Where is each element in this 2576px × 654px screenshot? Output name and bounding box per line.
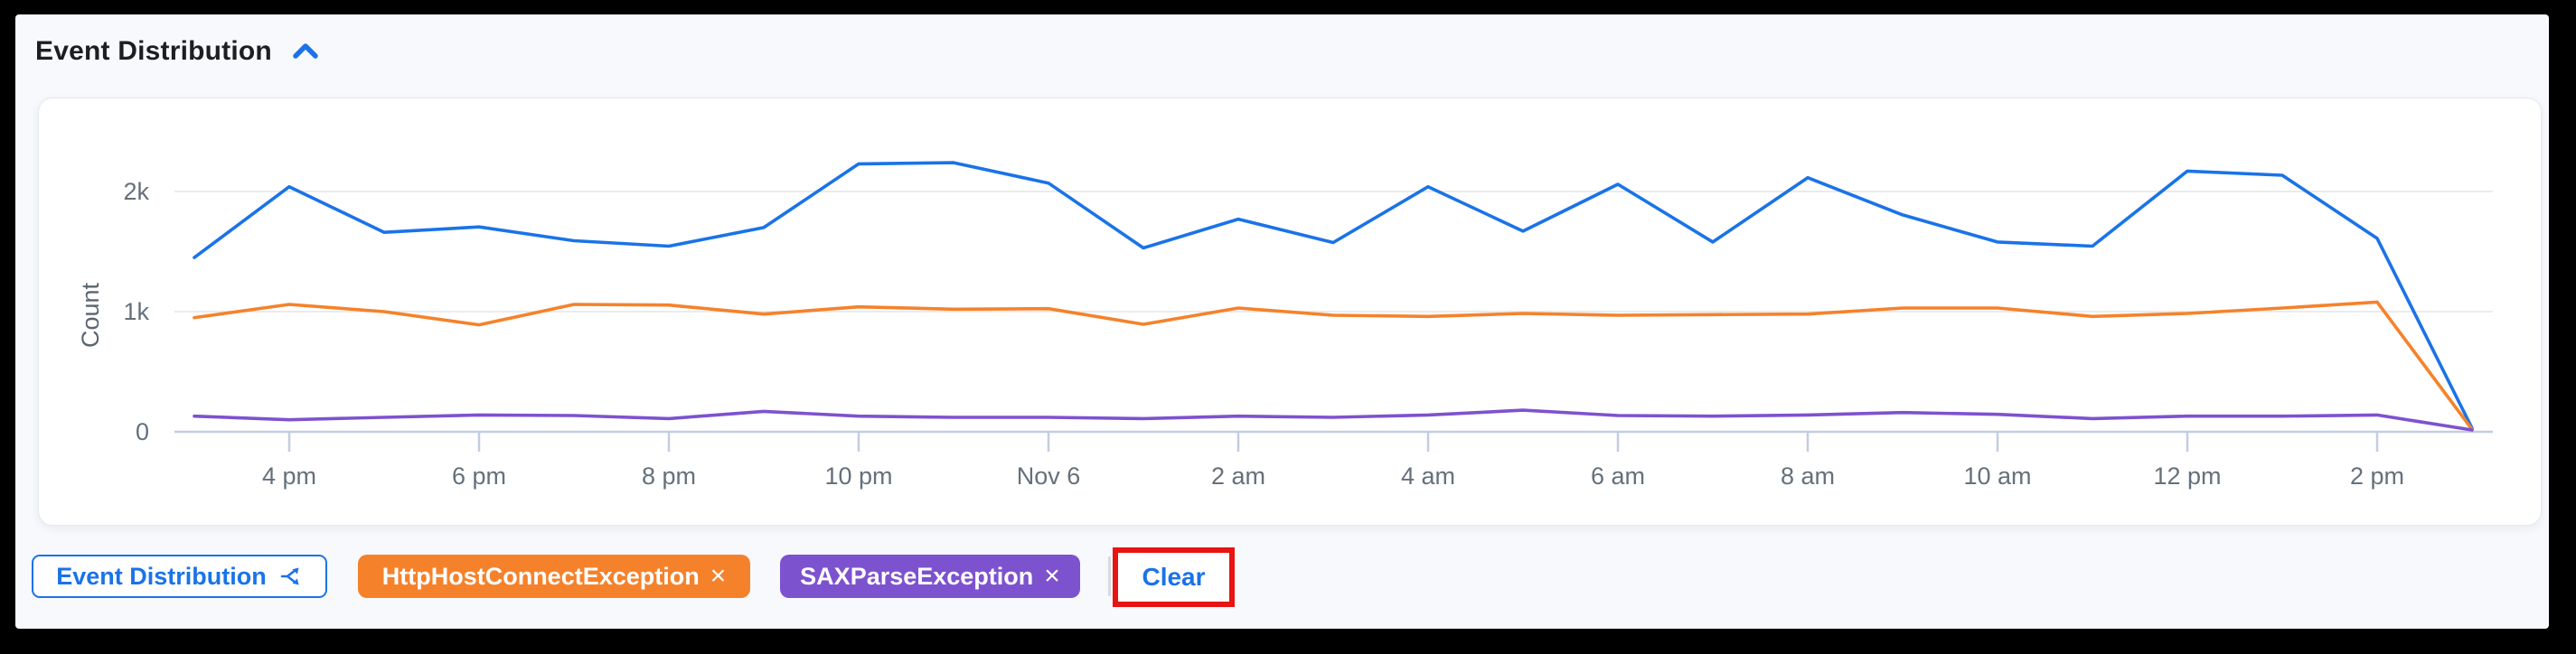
- filter-chip-label: SAXParseException: [800, 562, 1034, 590]
- filter-chip-label: HttpHostConnectException: [381, 562, 700, 590]
- y-tick-label: 2k: [123, 178, 149, 205]
- event-distribution-chip[interactable]: Event Distribution: [32, 555, 327, 598]
- x-tick-label: Nov 6: [1017, 462, 1081, 490]
- series-line-series0: [193, 161, 2474, 430]
- x-tick-label: 2 am: [1211, 462, 1265, 490]
- x-tick-label: 2 pm: [2350, 462, 2404, 490]
- x-tick-label: 4 pm: [262, 462, 316, 490]
- chart-svg: 4 pm 6 pm 8 pm 10 pm Nov 6 2 am 4 am 6 am 8 am 10…: [77, 161, 2493, 490]
- remove-filter-icon[interactable]: ×: [1044, 561, 1060, 591]
- event-distribution-chart-card: 4 pm 6 pm 8 pm 10 pm Nov 6 2 am 4 am 6 am 8 am 10…: [38, 98, 2542, 526]
- filter-chip-httphostconnectexception[interactable]: HttpHostConnectException ×: [358, 555, 750, 598]
- x-tick-label: 4 am: [1401, 462, 1455, 490]
- x-tick-label: 10 pm: [824, 462, 892, 490]
- y-axis-title: Count: [77, 282, 104, 348]
- y-tick-label: 0: [136, 418, 149, 445]
- page: Event Distribution 4 pm 6 pm 8 pm 10 pm Nov …: [15, 14, 2549, 629]
- clear-button[interactable]: Clear: [1142, 563, 1206, 591]
- chip-row-divider: [1108, 556, 1111, 596]
- x-tick-label: 6 am: [1591, 462, 1645, 490]
- remove-filter-icon[interactable]: ×: [710, 561, 727, 591]
- series-line-HttpHostConnectException: [193, 300, 2474, 432]
- chevron-up-icon: [293, 43, 318, 59]
- panel-title: Event Distribution: [35, 36, 272, 66]
- x-tick-label: 8 pm: [642, 462, 696, 490]
- x-tick-label: 6 pm: [452, 462, 506, 490]
- x-tick-label: 8 am: [1781, 462, 1835, 490]
- series-line-SAXParseException: [193, 408, 2474, 432]
- annotation-highlight-box: Clear: [1113, 547, 1235, 607]
- share-icon: [280, 567, 299, 585]
- event-distribution-chip-label: Event Distribution: [56, 562, 267, 590]
- filter-chip-saxparseexception[interactable]: SAXParseException ×: [780, 555, 1080, 598]
- y-tick-label: 1k: [123, 298, 149, 325]
- x-tick-label: 12 pm: [2153, 462, 2221, 490]
- panel-header: Event Distribution: [35, 36, 319, 67]
- x-tick-label: 10 am: [1963, 462, 2031, 490]
- collapse-toggle[interactable]: [292, 41, 319, 62]
